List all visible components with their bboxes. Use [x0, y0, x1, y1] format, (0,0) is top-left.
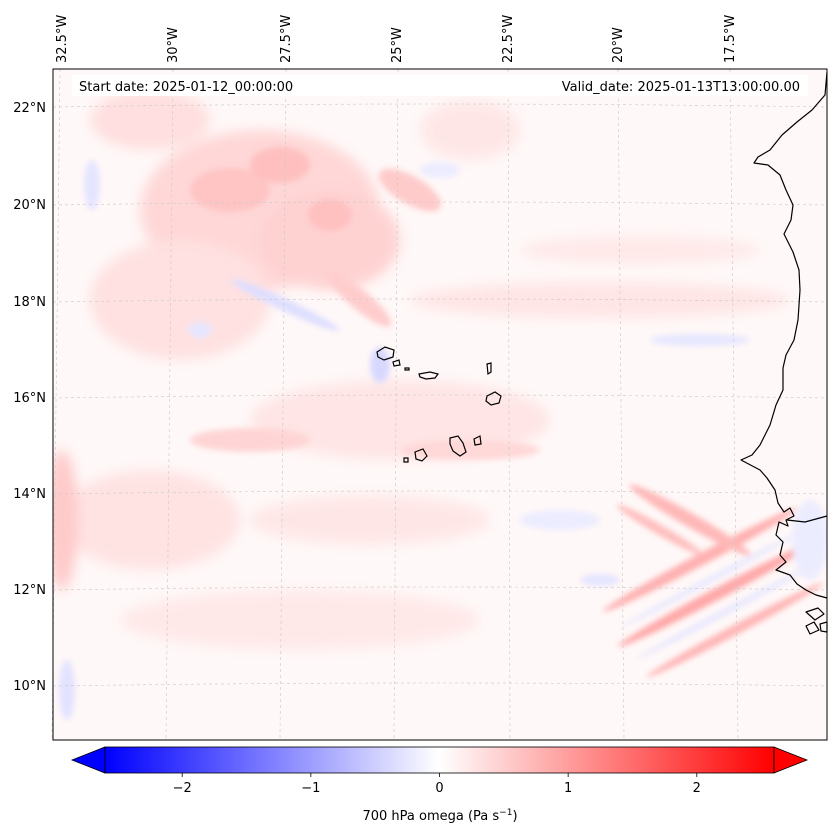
gridlines — [51, 68, 828, 741]
island-boa-vista — [485, 391, 502, 406]
date-label-box — [72, 75, 808, 96]
map-panel: Start date: 2025-01-12_00:00:00 Valid_da… — [13, 15, 828, 741]
island-sao-vicente — [392, 359, 401, 367]
lat-label: 18°N — [13, 295, 46, 310]
lon-label: 27.5°W — [279, 15, 294, 63]
island-santa-luzia — [404, 367, 410, 371]
lat-label: 20°N — [13, 198, 46, 213]
colorbar-tick-label: −2 — [173, 781, 192, 796]
cape-verde-islands — [376, 346, 502, 463]
latitude-labels: 22°N 20°N 18°N 16°N 14°N 12°N 10°N — [13, 101, 46, 694]
lon-label: 30°W — [166, 27, 181, 63]
lat-label: 12°N — [13, 583, 46, 598]
colorbar-label-text: 700 hPa omega (Pa s — [362, 809, 499, 824]
lat-label: 10°N — [13, 679, 46, 694]
start-date-label: Start date: 2025-01-12_00:00:00 — [79, 80, 293, 95]
omega-field — [53, 90, 827, 720]
west-africa-coastline — [740, 71, 828, 635]
colorbar-tick-label: 2 — [693, 781, 701, 796]
lon-label: 20°W — [611, 27, 626, 63]
longitude-labels: 32.5°W 30°W 27.5°W 25°W 22.5°W 20°W 17.5… — [55, 15, 738, 63]
lat-label: 16°N — [13, 391, 46, 406]
colorbar: −2 −1 0 1 2 700 hPa omega (Pa s−1) — [70, 746, 809, 824]
colorbar-tick-label: 0 — [435, 781, 443, 796]
colorbar-extend-min — [70, 746, 106, 774]
colorbar-ticks: −2 −1 0 1 2 — [173, 773, 701, 796]
island-sao-nicolau — [418, 371, 440, 380]
wave-pattern — [602, 484, 824, 678]
colorbar-tick-label: 1 — [564, 781, 572, 796]
lat-label: 22°N — [13, 101, 46, 116]
colorbar-label: 700 hPa omega (Pa s−1) — [362, 808, 517, 824]
lon-label: 22.5°W — [501, 15, 516, 63]
colorbar-extend-max — [773, 746, 809, 774]
lat-label: 14°N — [13, 487, 46, 502]
lon-label: 25°W — [390, 27, 405, 63]
lon-label: 17.5°W — [723, 15, 738, 63]
island-santo-antao — [376, 346, 395, 361]
island-fogo — [414, 448, 428, 462]
colorbar-label-suffix: ) — [512, 809, 517, 824]
island-brava — [403, 457, 409, 463]
colorbar-tick-label: −1 — [301, 781, 320, 796]
map-frame — [52, 68, 828, 741]
lon-label: 32.5°W — [55, 15, 70, 63]
island-sal — [486, 362, 492, 376]
island-santiago — [449, 435, 467, 457]
colorbar-gradient — [104, 746, 775, 774]
valid-date-label: Valid_date: 2025-01-13T13:00:00.00 — [562, 80, 800, 95]
colorbar-label-superscript: −1 — [499, 808, 512, 818]
island-maio — [473, 435, 482, 446]
